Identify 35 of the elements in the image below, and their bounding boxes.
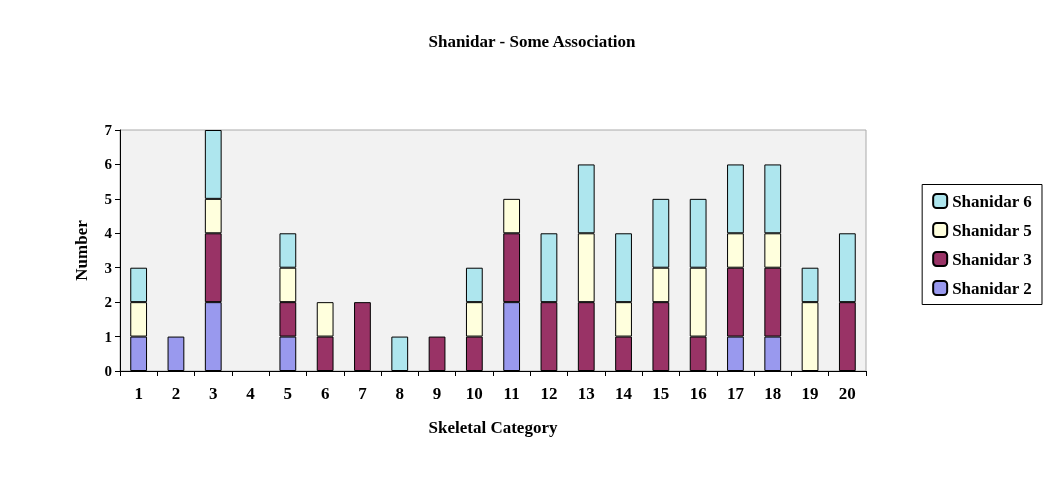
- y-tick-label: 0: [104, 363, 112, 379]
- x-tick-label: 17: [726, 384, 745, 403]
- x-tick-label: 1: [134, 384, 143, 403]
- x-tick-label: 14: [615, 384, 633, 403]
- x-tick-label: 7: [358, 384, 368, 403]
- x-tick-label: 13: [577, 384, 595, 403]
- x-tick-label: 20: [838, 384, 856, 403]
- x-axis-title: Skeletal Category: [428, 418, 558, 437]
- x-tick-label: 11: [503, 384, 520, 403]
- y-tick-label: 7: [104, 122, 113, 138]
- legend-label: Shanidar 5: [952, 220, 1032, 240]
- x-tick-label: 4: [246, 384, 256, 403]
- x-tick-label: 18: [764, 384, 782, 403]
- x-tick-label: 3: [209, 384, 218, 403]
- chart-title: Shanidar - Some Association: [428, 32, 637, 51]
- y-axis-title: Number: [72, 219, 91, 281]
- x-tick-label: 10: [465, 384, 483, 403]
- x-tick-label: 9: [432, 384, 442, 403]
- x-tick-label: 6: [320, 384, 330, 403]
- x-tick-label: 19: [801, 384, 819, 403]
- x-tick-label: 5: [283, 384, 293, 403]
- x-tick-label: 12: [540, 384, 558, 403]
- x-tick-label: 8: [395, 384, 404, 403]
- legend-label: Shanidar 2: [952, 278, 1032, 298]
- legend-label: Shanidar 6: [952, 191, 1032, 211]
- x-tick-label: 2: [171, 384, 181, 403]
- y-tick-label: 5: [104, 190, 112, 207]
- y-tick-label: 6: [104, 156, 113, 173]
- x-tick-label: 16: [689, 384, 707, 403]
- y-tick-label: 1: [104, 328, 112, 345]
- y-tick-label: 2: [104, 294, 112, 311]
- x-tick-label: 15: [652, 384, 670, 403]
- y-tick-label: 3: [104, 259, 112, 276]
- legend-label: Shanidar 3: [952, 249, 1032, 269]
- y-tick-label: 4: [104, 225, 113, 242]
